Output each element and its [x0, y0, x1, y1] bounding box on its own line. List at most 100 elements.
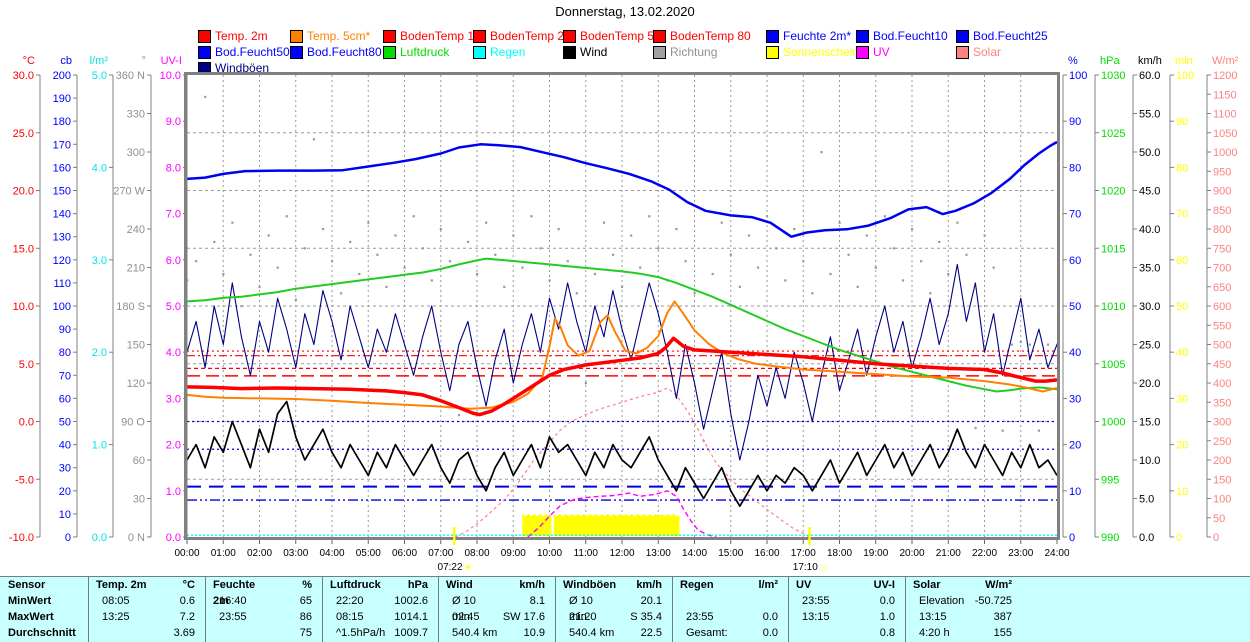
table-header-name: Luftdruck: [330, 579, 381, 591]
legend-label: BodenTemp 25: [490, 29, 571, 43]
series-richtung-dot: [430, 279, 433, 282]
table-header-name: Feuchte 2m: [213, 579, 256, 607]
axis-label: 06:00: [392, 548, 417, 559]
series-richtung-dot: [920, 260, 923, 263]
table-header-name: UV: [796, 579, 812, 591]
axis-label: 750: [1213, 243, 1231, 255]
axis-label: 02:00: [247, 548, 272, 559]
table-cell-value: 155: [993, 627, 1012, 639]
series-richtung-dot: [929, 292, 932, 295]
axis-label: 100: [1176, 70, 1194, 82]
axis-label: 00:00: [174, 548, 199, 559]
axis-label: 200: [1213, 455, 1231, 467]
axis-label: 25.0: [13, 128, 34, 140]
series-richtung-dot: [1037, 429, 1041, 432]
legend-label: Feuchte 2m*: [783, 29, 852, 43]
table-cell-value: 1002.6: [394, 595, 428, 607]
series-richtung-dot: [566, 260, 569, 263]
table-cell-time: 16:40: [219, 595, 247, 607]
axis-label: 12:00: [609, 548, 634, 559]
series-richtung-dot: [512, 234, 515, 237]
axis-label: 80: [1069, 162, 1081, 174]
table-cell-time: 02:45: [452, 611, 480, 623]
axis-label: 30.0: [13, 70, 34, 82]
series-richtung-dot: [294, 298, 297, 301]
table-cell-time: 13:15: [919, 611, 947, 623]
table-cell-value: 0.8: [879, 627, 895, 639]
axis-label: 400: [1213, 378, 1231, 390]
series-richtung-dot: [521, 266, 524, 269]
series-richtung-dot: [1046, 343, 1050, 346]
axis-label: 180 S: [116, 301, 145, 313]
axis-label: 21:00: [936, 548, 961, 559]
axis-label: -10.0: [9, 532, 34, 544]
table-header-unit: hPa: [407, 579, 428, 591]
axis-label: 60: [1069, 255, 1081, 267]
axis-label: 4.0: [92, 162, 107, 174]
series-richtung-dot: [811, 292, 814, 295]
axis-label: W/m²: [1212, 55, 1239, 67]
legend-item-luftdruck: Luftdruck: [383, 45, 449, 59]
axis-label: 13:00: [646, 548, 671, 559]
series-richtung-dot: [457, 414, 461, 417]
axis-label: 35.0: [1139, 263, 1160, 275]
axis-label: 130: [53, 232, 71, 244]
legend-label: BodenTemp 50: [580, 29, 661, 43]
legend-label: Temp. 2m: [215, 29, 268, 43]
axis-label: 05:00: [356, 548, 381, 559]
table-cell-time: 23:55: [686, 611, 714, 623]
table-separator: [672, 577, 673, 642]
legend-color-swatch: [766, 45, 779, 59]
legend-item-solar: Solar: [956, 45, 1001, 59]
legend-color-swatch: [383, 45, 396, 59]
axis-label: 800: [1213, 224, 1231, 236]
axis-label: 250: [1213, 436, 1231, 448]
series-richtung-dot: [285, 215, 288, 218]
axis-label: 150: [1213, 474, 1231, 486]
axis-label: □: [820, 563, 826, 574]
table-cell-value: 1.0: [879, 611, 895, 623]
axis-label: 09:00: [501, 548, 526, 559]
axis-label: 50: [59, 417, 71, 429]
axis-label: 22:00: [972, 548, 997, 559]
axis-label: -5.0: [15, 474, 34, 486]
series-richtung-dot: [639, 266, 642, 269]
legend-item-richtung: Richtung: [653, 45, 717, 59]
axis-label: 1200: [1213, 70, 1237, 82]
table-header-unit: km/h: [636, 579, 662, 591]
table-header-unit: %: [302, 579, 312, 591]
axis-label: 10.0: [1139, 455, 1160, 467]
series-luftdruck: [186, 257, 1058, 393]
series-richtung-dot: [1019, 340, 1022, 344]
series-richtung-dot: [557, 228, 560, 231]
legend-label: Bod.Feucht80: [307, 45, 382, 59]
table-cell-value: 1009.7: [394, 627, 428, 639]
legend-item-bod-feucht10: Bod.Feucht10: [856, 29, 948, 43]
series-richtung-dot: [466, 240, 470, 244]
axis-label: 5.0: [1139, 494, 1154, 506]
table-header-unit: W/m²: [985, 579, 1012, 591]
table-cell-value: 65: [299, 595, 312, 607]
series-richtung-dot: [312, 138, 316, 141]
legend-label: BodenTemp 10: [400, 29, 481, 43]
series-richtung-dot: [412, 215, 415, 218]
series-richtung-dot: [340, 292, 343, 295]
legend-label: Regen: [490, 45, 526, 59]
table-cell-value: 0.0: [879, 595, 895, 607]
axis-label: 03:00: [283, 548, 308, 559]
series-richtung-dot: [684, 260, 687, 263]
series-temp_2m: [186, 336, 1058, 417]
legend-color-swatch: [856, 45, 869, 59]
table-header-name: Windböen: [563, 579, 617, 591]
legend-color-swatch: [653, 29, 666, 43]
axis-label: 3.0: [166, 393, 181, 405]
legend-item-sonnenschein: Sonnenschein: [766, 45, 859, 59]
table-cell-value: 0.0: [762, 611, 778, 623]
plot-border-top: [184, 72, 1060, 75]
axis-label: 0: [1069, 532, 1075, 544]
series-richtung-dot: [439, 228, 442, 231]
axis-label: 100: [1069, 70, 1087, 82]
series-richtung-dot: [756, 266, 760, 269]
series-richtung-dot: [720, 221, 723, 224]
axis-label: 04:00: [319, 548, 344, 559]
